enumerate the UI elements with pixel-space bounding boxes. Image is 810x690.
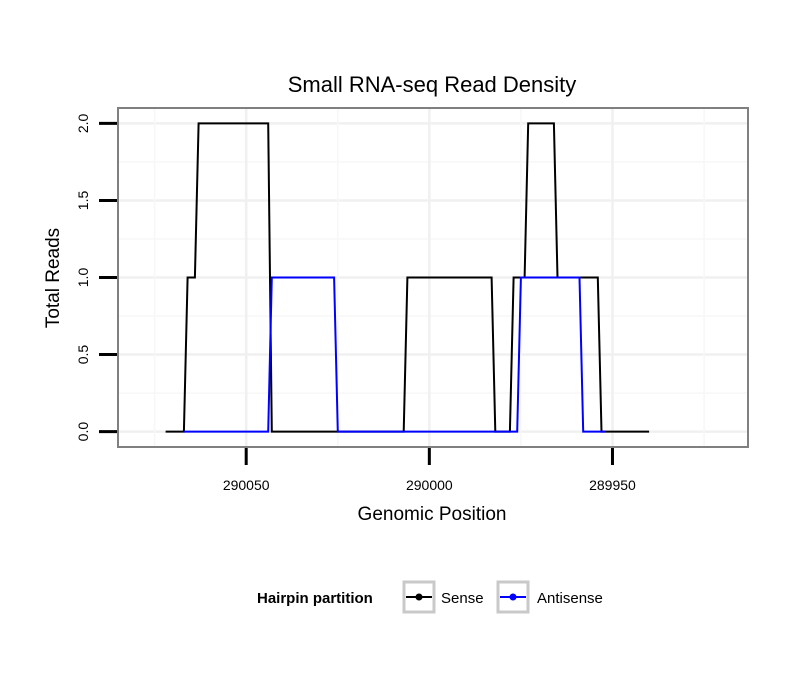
legend: Hairpin partition Sense Antisense (257, 580, 603, 614)
plot-panel-border (117, 107, 749, 448)
x-axis-title: Genomic Position (358, 504, 507, 525)
y-tick-label: 0.0 (75, 422, 91, 442)
legend-key-point-antisense (509, 593, 517, 601)
y-axis-ticks: 0.0 0.5 1.0 1.5 2.0 (75, 113, 117, 441)
legend-label-sense: Sense (441, 590, 484, 607)
y-tick-label: 2.0 (75, 113, 91, 133)
y-axis-title: Total Reads (43, 228, 64, 328)
legend-label-antisense: Antisense (537, 590, 603, 607)
x-tick-label: 289950 (589, 477, 636, 493)
series-lines (165, 122, 650, 433)
y-tick-label: 1.0 (75, 268, 91, 288)
y-tick-label: 0.5 (75, 345, 91, 365)
x-tick-label: 290000 (406, 477, 453, 493)
series-line-sense (165, 122, 650, 433)
legend-title: Hairpin partition (257, 590, 373, 607)
legend-key-point-sense (415, 593, 423, 601)
y-tick-label: 1.5 (75, 191, 91, 211)
chart-title: Small RNA-seq Read Density (288, 72, 577, 97)
series-line-antisense (183, 276, 606, 433)
x-tick-label: 290050 (223, 477, 270, 493)
x-axis-ticks: 290050 290000 289950 (223, 448, 636, 493)
